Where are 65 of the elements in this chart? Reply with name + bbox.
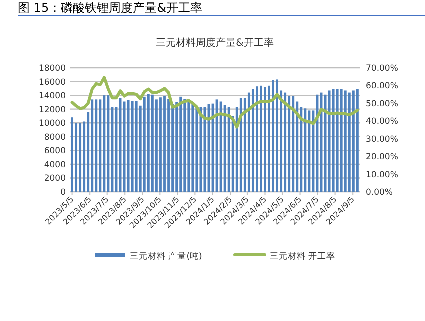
bar [192,104,194,192]
bar [168,99,170,192]
bar [71,118,74,192]
bar [131,101,134,192]
legend-label: 三元材料 产量(吨) [130,251,202,262]
bar [180,96,182,192]
bar [276,80,279,192]
bar [184,99,186,192]
y2-tick-label: 20.00% [366,152,398,163]
bar [272,80,274,192]
bar [160,98,162,192]
y-tick-label: 2000 [44,174,66,184]
bar [151,94,154,192]
y2-tick-label: 50.00% [366,99,398,110]
bar [260,86,262,192]
bar [79,123,82,192]
legend-label: 三元材料 开工率 [270,251,336,262]
bar [248,92,250,192]
bar [292,96,295,192]
line-series [70,76,360,129]
bar [95,100,98,192]
bar [127,100,130,192]
y2-tick-label: 60.00% [366,82,398,92]
bar [135,101,138,192]
bar [164,96,166,192]
bar [143,96,146,192]
bar [344,90,347,192]
y2-tick-label: 70.00% [366,64,398,74]
bar [228,107,230,192]
bar [123,102,126,192]
bar [91,100,94,192]
y-tick-label: 6000 [44,146,66,157]
bar [252,89,254,192]
bar [147,94,150,192]
bar [200,107,202,192]
bar [304,108,307,192]
bar [340,89,343,192]
bar [188,102,190,192]
bar [348,92,351,192]
bar [332,89,335,192]
caption: 图 15：磷酸铁锂周度产量&开工率 [18,1,202,15]
y-tick-label: 4000 [44,160,66,170]
bar [264,87,266,192]
bar [284,92,287,192]
chart-title: 三元材料周度产量&开工率 [156,37,274,49]
y-tick-label: 14000 [38,92,66,102]
y2-tick-label: 0.00% [366,188,394,198]
y2-tick-label: 40.00% [366,117,398,128]
bar [99,100,102,192]
y-tick-label: 12000 [38,105,66,116]
y-tick-label: 0 [60,188,66,198]
bar [196,106,198,192]
bar [352,90,355,192]
bar [328,90,331,192]
bar [356,89,359,192]
bar [288,96,291,192]
bar [336,89,339,192]
y-tick-label: 10000 [38,119,66,130]
y-tick-label: 18000 [38,64,66,74]
bar [240,98,242,192]
y2-tick-label: 10.00% [366,170,398,180]
bar [256,86,258,192]
y2-tick-label: 30.00% [366,134,398,145]
y-tick-label: 16000 [38,78,66,88]
y-tick-label: 8000 [44,132,66,143]
